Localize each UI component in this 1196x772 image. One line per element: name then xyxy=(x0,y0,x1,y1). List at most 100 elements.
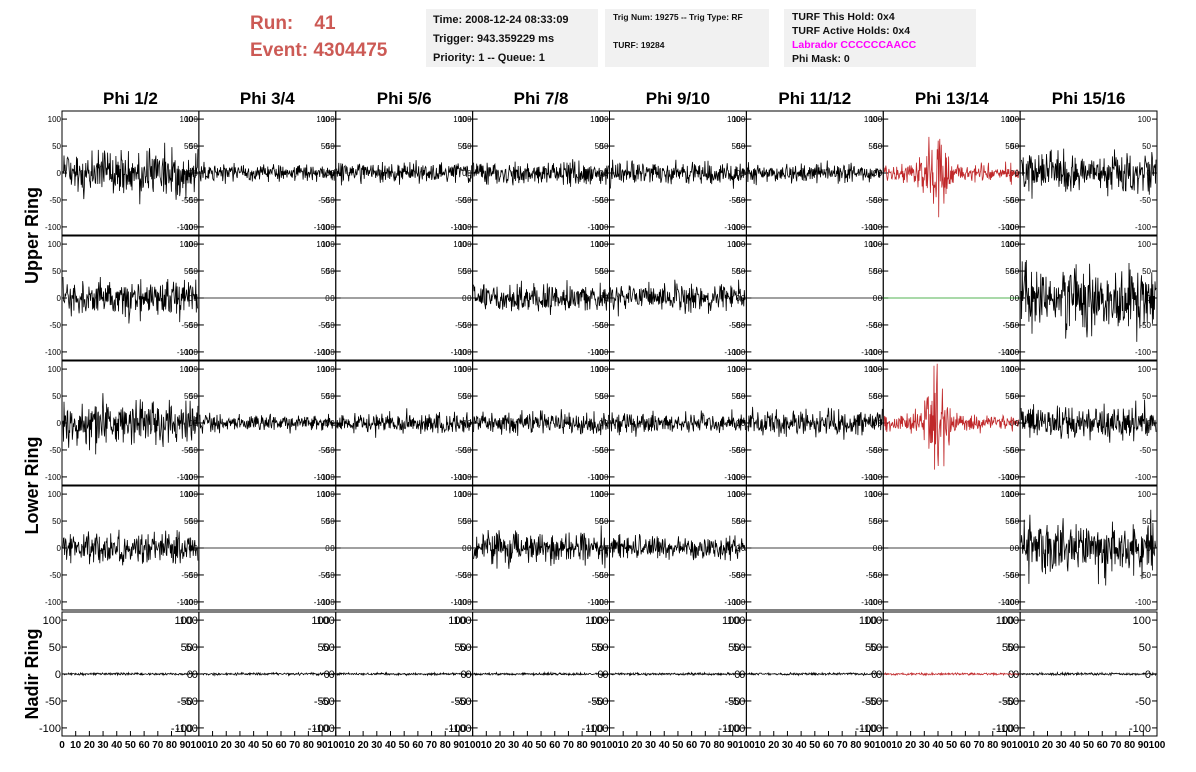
y-tick-label: 0 xyxy=(1010,419,1015,428)
y-tick-label: 100 xyxy=(864,115,878,124)
x-tick-label: 90 xyxy=(1138,740,1150,751)
x-tick-label: 20 xyxy=(1042,740,1054,751)
x-tick-label: 60 xyxy=(139,740,151,751)
y-tick-label: 0 xyxy=(462,169,467,178)
y-tick-label: -100 xyxy=(861,223,878,232)
y-tick-label: 50 xyxy=(189,267,198,276)
y-tick-label: 50 xyxy=(52,517,61,526)
y-tick-label: -100 xyxy=(723,723,745,735)
y-tick-label: 50 xyxy=(1010,392,1019,401)
y-tick-label: -50 xyxy=(455,571,467,580)
y-tick-label: 50 xyxy=(731,142,740,151)
y-tick-label: -100 xyxy=(855,723,877,735)
y-tick-label: -100 xyxy=(998,598,1015,607)
y-tick-label: 50 xyxy=(596,642,608,654)
y-tick-label: 100 xyxy=(869,365,883,374)
y-tick-label: 0 xyxy=(741,294,746,303)
column-header: Phi 11/12 xyxy=(778,89,851,108)
x-tick-label: 40 xyxy=(385,740,397,751)
y-tick-label: 100 xyxy=(453,615,471,627)
y-tick-label: 100 xyxy=(321,365,335,374)
y-tick-label: 100 xyxy=(448,615,466,627)
y-tick-label: -50 xyxy=(49,571,61,580)
y-tick-label: 50 xyxy=(52,267,61,276)
y-tick-label: -100 xyxy=(724,348,741,357)
y-tick-label: -100 xyxy=(586,723,608,735)
y-tick-label: 100 xyxy=(722,615,740,627)
y-tick-label: 0 xyxy=(193,294,198,303)
waveform-trace xyxy=(610,409,746,437)
x-tick-label: 90 xyxy=(1001,740,1013,751)
priority-text: Priority: 1 -- Queue: 1 xyxy=(433,52,545,64)
y-tick-label: 100 xyxy=(1001,615,1019,627)
y-tick-label: 100 xyxy=(316,365,330,374)
x-tick-label: 40 xyxy=(659,740,671,751)
y-tick-label: -100 xyxy=(314,598,331,607)
y-tick-label: 50 xyxy=(184,392,193,401)
y-tick-label: -100 xyxy=(592,473,609,482)
ring-label: Nadir Ring xyxy=(22,628,42,719)
y-tick-label: 100 xyxy=(727,615,745,627)
y-tick-label: 100 xyxy=(869,490,883,499)
y-tick-label: 0 xyxy=(467,419,472,428)
y-tick-label: -100 xyxy=(314,348,331,357)
waveform-trace xyxy=(747,160,883,186)
y-tick-label: 100 xyxy=(185,365,199,374)
y-tick-label: -100 xyxy=(866,598,883,607)
x-tick-label: 80 xyxy=(713,740,725,751)
y-tick-label: 50 xyxy=(52,142,61,151)
y-tick-label: -100 xyxy=(319,348,336,357)
y-tick-label: 50 xyxy=(463,267,472,276)
y-tick-label: 50 xyxy=(323,642,335,654)
y-tick-label: -50 xyxy=(593,696,609,708)
y-tick-label: -100 xyxy=(1135,223,1152,232)
y-tick-label: -50 xyxy=(181,321,193,330)
labrador-text: Labrador CCCCCCAACC xyxy=(792,39,917,51)
y-tick-label: 0 xyxy=(736,169,741,178)
y-tick-label: 50 xyxy=(463,142,472,151)
waveform-trace xyxy=(62,393,199,455)
y-tick-label: -50 xyxy=(597,571,609,580)
y-tick-label: -50 xyxy=(1003,571,1015,580)
y-tick-label: 100 xyxy=(996,615,1014,627)
y-tick-label: 50 xyxy=(873,267,882,276)
y-tick-label: -50 xyxy=(45,696,61,708)
y-tick-label: 50 xyxy=(1142,517,1151,526)
x-tick-label: 20 xyxy=(631,740,643,751)
x-tick-label: 20 xyxy=(905,740,917,751)
x-tick-label: 70 xyxy=(1110,740,1122,751)
y-tick-label: -50 xyxy=(588,696,604,708)
y-tick-label: 100 xyxy=(1001,240,1015,249)
y-tick-label: -50 xyxy=(186,321,198,330)
y-tick-label: -50 xyxy=(49,196,61,205)
x-tick-label: 50 xyxy=(536,740,548,751)
x-tick-label: 10 xyxy=(891,740,903,751)
y-tick-label: -50 xyxy=(460,196,472,205)
waveform-trace xyxy=(1020,399,1157,443)
y-tick-label: -50 xyxy=(734,446,746,455)
y-tick-label: 0 xyxy=(1147,419,1152,428)
y-tick-label: -50 xyxy=(866,696,882,708)
y-tick-label: -50 xyxy=(729,446,741,455)
x-tick-label: 60 xyxy=(960,740,972,751)
x-tick-label: 10 xyxy=(70,740,82,751)
y-tick-label: 100 xyxy=(1138,490,1152,499)
y-tick-label: -100 xyxy=(587,473,604,482)
y-tick-label: 50 xyxy=(1142,142,1151,151)
y-tick-label: -100 xyxy=(592,223,609,232)
x-tick-label: 30 xyxy=(782,740,794,751)
x-tick-label: 70 xyxy=(837,740,849,751)
y-tick-label: -50 xyxy=(1139,571,1151,580)
y-tick-label: 100 xyxy=(590,240,604,249)
y-tick-label: 100 xyxy=(1006,365,1020,374)
y-tick-label: -100 xyxy=(313,723,335,735)
y-tick-label: 100 xyxy=(316,615,334,627)
x-tick-label: 90 xyxy=(453,740,465,751)
x-tick-label: 20 xyxy=(358,740,370,751)
y-tick-label: -100 xyxy=(1135,598,1152,607)
x-tick-label: 70 xyxy=(152,740,164,751)
y-tick-label: 50 xyxy=(321,267,330,276)
ring-label: Upper Ring xyxy=(22,187,42,284)
y-tick-label: 0 xyxy=(1010,544,1015,553)
y-tick-label: 100 xyxy=(458,365,472,374)
